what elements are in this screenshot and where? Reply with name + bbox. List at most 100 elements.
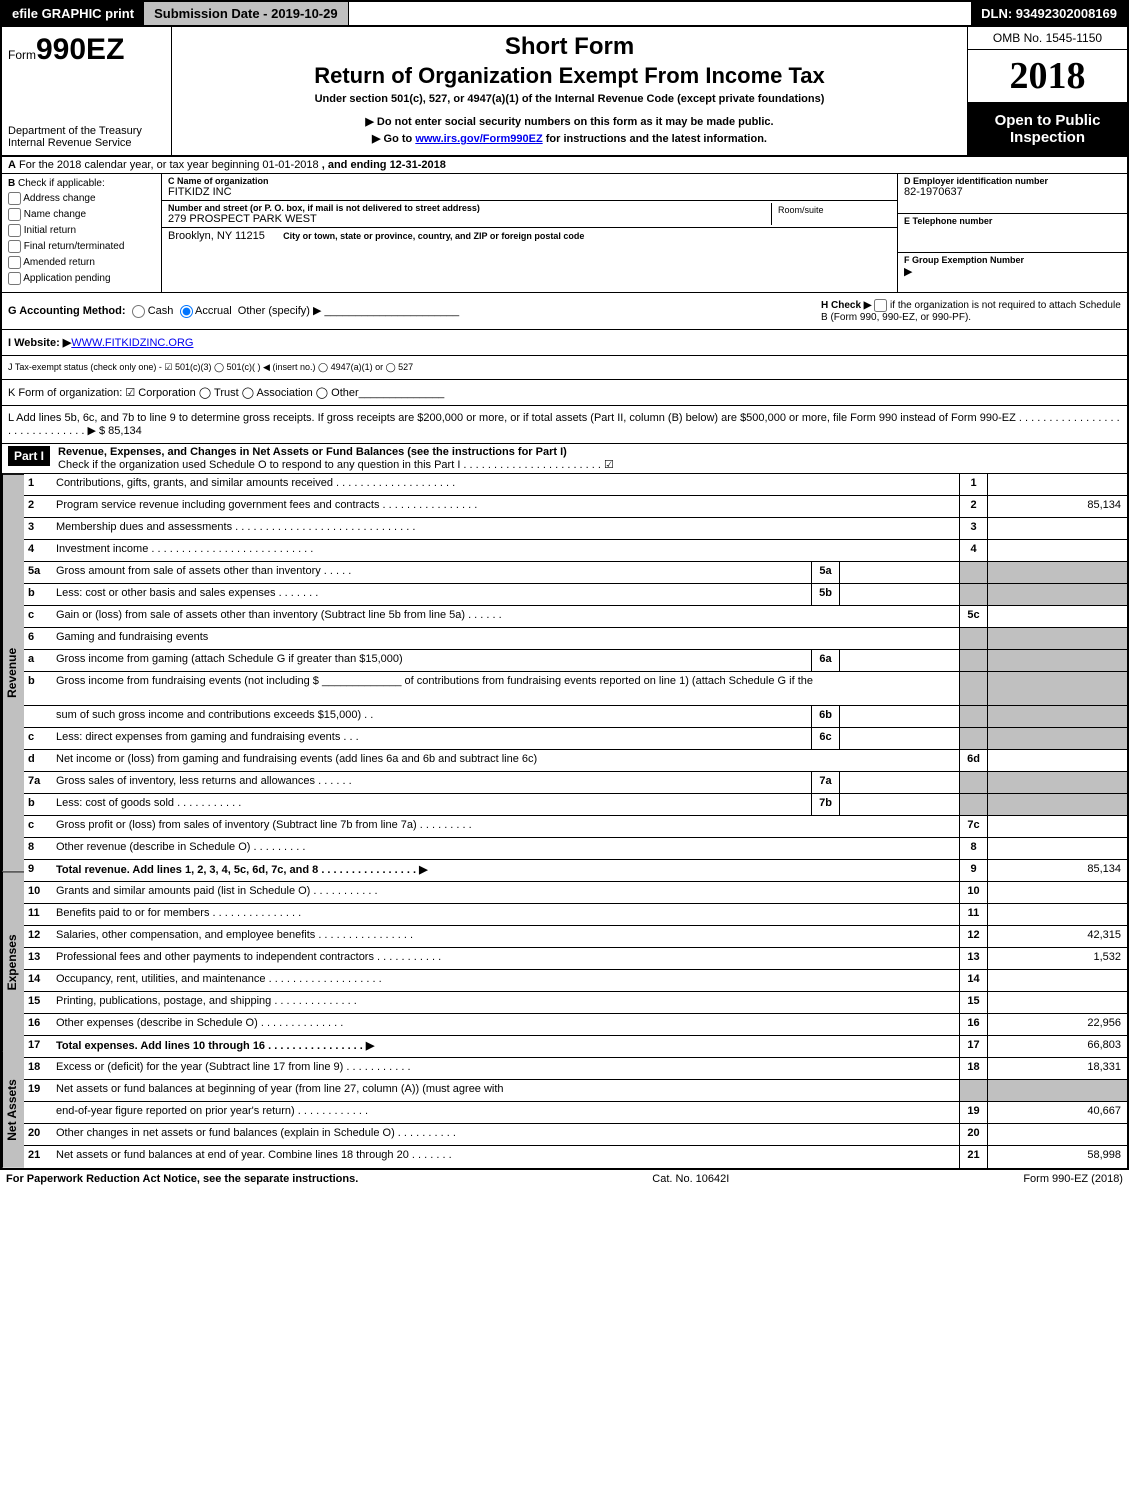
row-amount <box>987 540 1127 561</box>
table-row: 2 Program service revenue including gove… <box>24 496 1127 518</box>
part-1-subtitle: Check if the organization used Schedule … <box>58 459 614 471</box>
header-center: Short Form Return of Organization Exempt… <box>172 27 967 155</box>
row-num: c <box>24 728 52 749</box>
org-name: FITKIDZ INC <box>168 186 891 198</box>
omb-number: OMB No. 1545-1150 <box>968 27 1127 50</box>
irs-label: Internal Revenue Service <box>8 137 165 149</box>
row-desc: Membership dues and assessments . . . . … <box>52 518 959 539</box>
form990ez-link[interactable]: www.irs.gov/Form990EZ <box>415 133 542 145</box>
form-label: Form <box>8 48 36 62</box>
inner-amount <box>839 650 959 671</box>
row-amount-shaded <box>987 628 1127 649</box>
check-applicable: B Check if applicable: Address change Na… <box>2 174 162 292</box>
accrual-radio[interactable] <box>180 305 193 318</box>
row-box: 19 <box>959 1102 987 1123</box>
inner-box: 5a <box>811 562 839 583</box>
table-row: 16 Other expenses (describe in Schedule … <box>24 1014 1127 1036</box>
row-box: 14 <box>959 970 987 991</box>
k-text: K Form of organization: ☑ Corporation ◯ … <box>8 386 359 399</box>
row-desc: Investment income . . . . . . . . . . . … <box>52 540 959 561</box>
tax-year: 2018 <box>968 50 1127 102</box>
i-label: I Website: ▶ <box>8 337 71 349</box>
row-desc: Gross income from fundraising events (no… <box>52 672 959 705</box>
address-change-checkbox[interactable] <box>8 192 21 205</box>
initial-return-checkbox[interactable] <box>8 224 21 237</box>
e-telephone-label: E Telephone number <box>904 216 1121 226</box>
org-city: Brooklyn, NY 11215 <box>168 230 265 242</box>
row-desc: Other revenue (describe in Schedule O) .… <box>52 838 959 859</box>
row-desc: Gross amount from sale of assets other t… <box>52 562 811 583</box>
row-desc: Gross income from gaming (attach Schedul… <box>52 650 811 671</box>
table-row: 19 Net assets or fund balances at beginn… <box>24 1080 1127 1102</box>
inner-amount <box>839 772 959 793</box>
row-amount: 22,956 <box>987 1014 1127 1035</box>
row-box: 15 <box>959 992 987 1013</box>
table-row: a Gross income from gaming (attach Sched… <box>24 650 1127 672</box>
efile-print-label: efile GRAPHIC print <box>2 2 144 25</box>
cash-radio[interactable] <box>132 305 145 318</box>
row-num <box>24 1102 52 1123</box>
name-change-checkbox[interactable] <box>8 208 21 221</box>
row-num: 2 <box>24 496 52 517</box>
table-row: 15 Printing, publications, postage, and … <box>24 992 1127 1014</box>
table-row: 6 Gaming and fundraising events <box>24 628 1127 650</box>
row-desc: Less: direct expenses from gaming and fu… <box>52 728 811 749</box>
main-table: Revenue Expenses Net Assets 1 Contributi… <box>0 474 1129 1170</box>
part-1-header-row: Part I Revenue, Expenses, and Changes in… <box>0 444 1129 474</box>
part-1-badge: Part I <box>8 446 50 466</box>
final-return-checkbox[interactable] <box>8 240 21 253</box>
row-box: 4 <box>959 540 987 561</box>
accrual-label: Accrual <box>195 305 232 317</box>
entity-mid: C Name of organization FITKIDZ INC Numbe… <box>162 174 897 292</box>
row-desc: Other expenses (describe in Schedule O) … <box>52 1014 959 1035</box>
line-k: K Form of organization: ☑ Corporation ◯ … <box>0 380 1129 406</box>
row-box: 8 <box>959 838 987 859</box>
inner-amount <box>839 584 959 605</box>
application-pending-checkbox[interactable] <box>8 272 21 285</box>
table-row: 11 Benefits paid to or for members . . .… <box>24 904 1127 926</box>
row-amount: 66,803 <box>987 1036 1127 1057</box>
row-amount <box>987 838 1127 859</box>
row-box: 10 <box>959 882 987 903</box>
website-link[interactable]: WWW.FITKIDZINC.ORG <box>71 337 193 349</box>
row-amount: 42,315 <box>987 926 1127 947</box>
revenue-section-label: Revenue <box>2 474 24 871</box>
opt-address-change: Address change <box>23 193 95 204</box>
under-section-text: Under section 501(c), 527, or 4947(a)(1)… <box>178 93 961 105</box>
addr-label: Number and street (or P. O. box, if mail… <box>168 203 771 213</box>
row-num: 14 <box>24 970 52 991</box>
line-i: I Website: ▶ WWW.FITKIDZINC.ORG <box>0 330 1129 356</box>
amended-return-checkbox[interactable] <box>8 256 21 269</box>
row-amount: 40,667 <box>987 1102 1127 1123</box>
row-box: 5c <box>959 606 987 627</box>
row-num: d <box>24 750 52 771</box>
row-desc: end-of-year figure reported on prior yea… <box>52 1102 959 1123</box>
line-a-text2: , and ending 12-31-2018 <box>322 159 446 171</box>
table-row: b Less: cost or other basis and sales ex… <box>24 584 1127 606</box>
row-num: 1 <box>24 474 52 495</box>
footer-catalog: Cat. No. 10642I <box>652 1173 729 1185</box>
short-form-title: Short Form <box>178 33 961 61</box>
row-amount <box>987 882 1127 903</box>
entity-block: B Check if applicable: Address change Na… <box>0 174 1129 293</box>
header-left: Form990EZ Department of the Treasury Int… <box>2 27 172 155</box>
row-amount: 85,134 <box>987 860 1127 881</box>
row-amount <box>987 750 1127 771</box>
row-desc: Contributions, gifts, grants, and simila… <box>52 474 959 495</box>
row-amount-shaded <box>987 1080 1127 1101</box>
row-amount <box>987 970 1127 991</box>
row-desc: Total revenue. Add lines 1, 2, 3, 4, 5c,… <box>52 860 959 881</box>
line-b-prefix: B <box>8 178 15 189</box>
row-box: 11 <box>959 904 987 925</box>
row-num: 8 <box>24 838 52 859</box>
row-amount: 85,134 <box>987 496 1127 517</box>
row-desc: Net income or (loss) from gaming and fun… <box>52 750 959 771</box>
row-box: 13 <box>959 948 987 969</box>
arrow-text-2-prefix: Go to <box>384 133 416 145</box>
row-box-shaded <box>959 706 987 727</box>
row-amount-shaded <box>987 672 1127 705</box>
h-checkbox[interactable] <box>874 299 887 312</box>
table-row: c Less: direct expenses from gaming and … <box>24 728 1127 750</box>
row-desc: Other changes in net assets or fund bala… <box>52 1124 959 1145</box>
inner-box: 6c <box>811 728 839 749</box>
